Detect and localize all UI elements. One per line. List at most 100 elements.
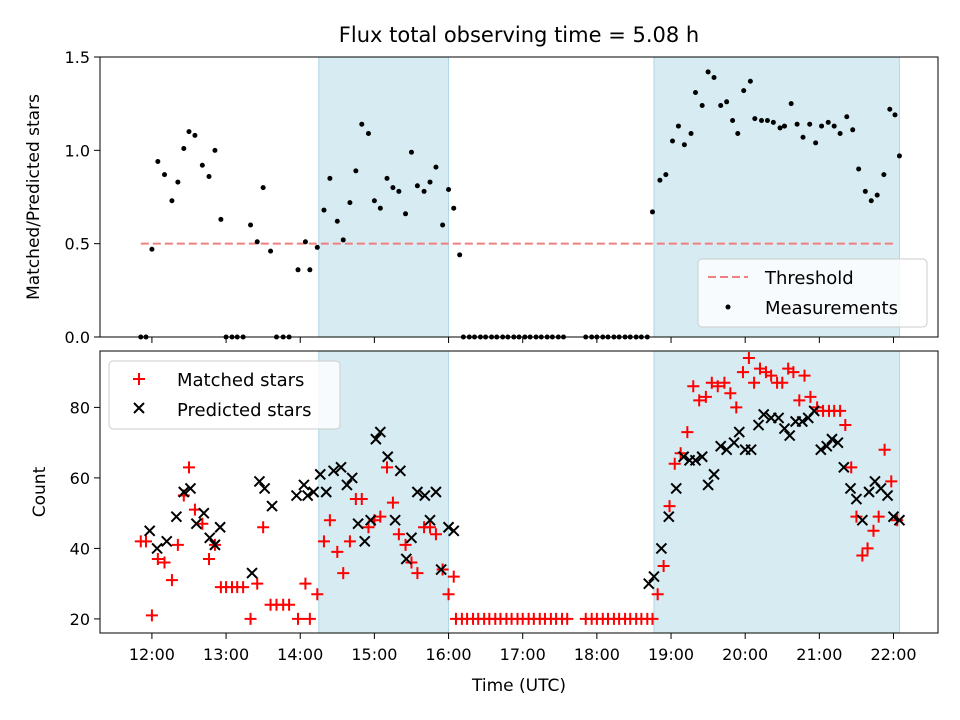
measurement-point [770,119,776,125]
measurement-point [724,99,730,105]
predicted-star-marker [821,440,833,452]
measurement-point [218,216,224,222]
matched-star-marker [651,588,664,601]
x-tick-label: 12:00 [129,645,175,664]
matched-star-marker [668,457,681,470]
predicted-star-marker [335,461,347,474]
bottom-y-tick-label: 60 [70,469,90,488]
measurement-point [295,267,301,273]
matched-star-marker [834,404,847,417]
predicted-star-marker [752,419,765,431]
legend-measurements-marker [725,304,731,310]
predicted-star-marker [370,433,382,445]
predicted-star-marker [307,486,320,498]
measurement-point [850,127,856,133]
measurement-point [844,114,850,120]
measurement-point [307,267,313,273]
matched-star-marker [748,376,761,389]
matched-star-marker [182,461,195,474]
predicted-star-marker [643,577,655,590]
predicted-star-marker [190,518,203,530]
matched-star-marker [171,538,184,551]
matched-star-marker [885,475,898,488]
predicted-star-marker [298,479,310,491]
measurement-point [711,75,717,81]
measurement-point [155,159,161,165]
measurement-point [340,237,346,243]
measurement-point [268,248,274,254]
matched-star-marker [139,535,152,548]
predicted-star-marker [783,429,796,442]
x-tick-label: 19:00 [648,645,694,664]
measurement-point [681,142,687,148]
predicted-star-marker [838,461,850,474]
predicted-star-marker [677,451,690,463]
matched-star-marker [145,609,158,622]
top-shaded-interval [318,57,449,337]
predicted-star-marker [341,479,353,491]
predicted-star-marker [198,507,210,519]
x-tick-label: 21:00 [796,645,842,664]
measurement-point [800,134,806,140]
measurement-point [759,117,765,123]
matched-star-marker [681,426,694,439]
predicted-star-marker [696,451,708,463]
predicted-star-marker [887,510,900,523]
predicted-star-marker [184,482,197,495]
predicted-star-marker [161,535,173,548]
measurement-point [874,192,880,198]
matched-star-marker [657,560,670,573]
predicted-star-marker [394,465,407,477]
matched-star-marker [867,524,880,537]
bottom-y-axis-label: Count [30,466,50,517]
predicted-star-marker [728,436,740,449]
matched-star-marker [237,581,250,594]
measurement-point [752,116,758,122]
predicted-star-marker [382,451,394,463]
measurement-point [705,69,711,75]
matched-star-marker [311,588,324,601]
predicted-star-marker [143,525,156,537]
measurement-point [747,78,753,84]
predicted-star-marker [170,510,183,523]
measurement-point [862,188,868,194]
predicted-star-marker [708,468,720,481]
measurement-point [856,166,862,172]
matched-star-marker [165,574,178,587]
x-tick-label: 15:00 [351,645,397,664]
matched-star-marker [251,577,264,590]
measurement-point [649,209,655,215]
matched-star-marker [203,552,216,565]
measurement-point [741,88,747,94]
measurement-point [831,123,837,129]
x-tick-label: 20:00 [722,645,768,664]
measurement-point [813,140,819,146]
top-legend: Threshold Measurements [697,258,928,328]
predicted-star-marker [689,454,702,466]
measurement-point [248,222,254,228]
x-tick-label: 16:00 [425,645,471,664]
predicted-star-marker [209,539,221,551]
predicted-star-marker [346,472,358,484]
measurement-point [427,179,433,185]
top-y-axis-label: Matched/Predicted stars [24,94,44,300]
matched-star-marker [151,552,164,565]
measurement-point [887,106,893,112]
predicted-star-marker [856,514,869,526]
measurement-point [670,138,676,144]
measurement-point [206,173,212,179]
matched-star-marker [787,366,800,379]
predicted-star-marker [320,486,332,498]
predicted-star-marker [815,443,827,456]
bottom-plot-frame [99,350,939,634]
predicted-star-marker [253,475,266,488]
measurement-point [359,121,365,127]
matched-star-marker [776,376,789,389]
bottom-y-tick-label: 80 [70,398,90,417]
matched-star-marker [798,369,811,382]
matched-star-marker [374,510,387,523]
x-tick-label: 14:00 [277,645,323,664]
matched-star-marker [196,517,209,530]
matched-star-marker [257,521,270,534]
